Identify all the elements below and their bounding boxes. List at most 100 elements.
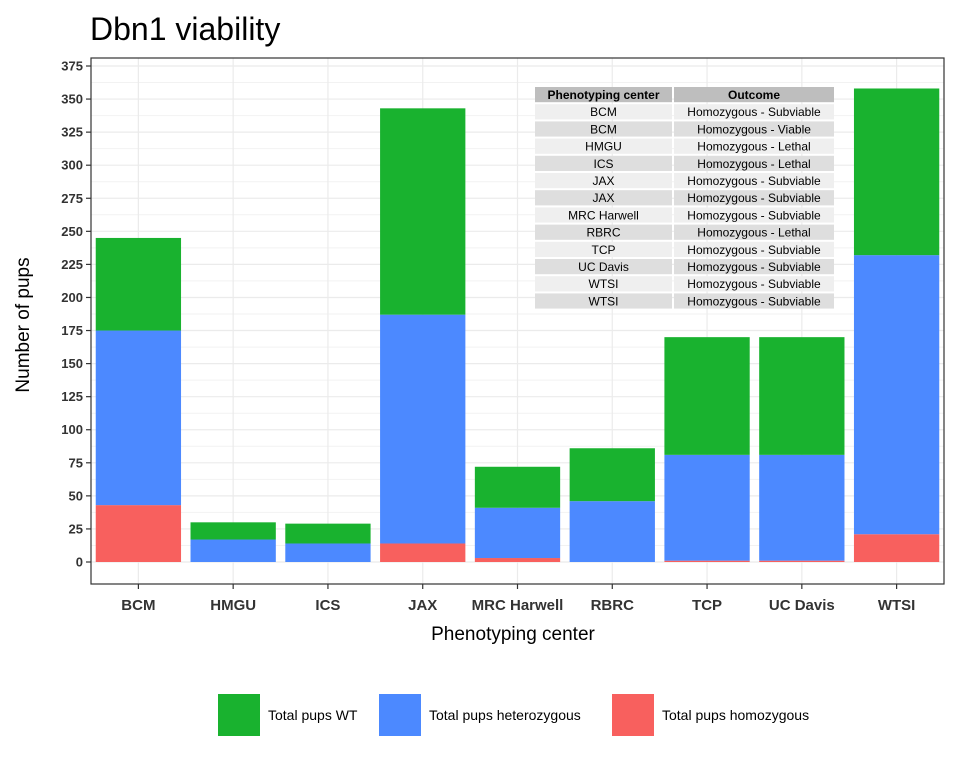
table-cell: Homozygous - Lethal bbox=[697, 157, 810, 171]
table-cell-bg bbox=[674, 224, 834, 240]
table-cell: HMGU bbox=[585, 140, 622, 154]
table-cell-bg bbox=[535, 190, 672, 206]
table-cell-bg bbox=[674, 259, 834, 275]
x-tick-label: UC Davis bbox=[769, 597, 835, 614]
bar-segment bbox=[474, 507, 561, 559]
bar-segment bbox=[474, 466, 561, 508]
table-cell-bg bbox=[535, 138, 672, 154]
bar-segment bbox=[853, 88, 940, 256]
table-cell-bg bbox=[674, 138, 834, 154]
x-axis-title: Phenotyping center bbox=[431, 624, 595, 645]
x-tick-label: MRC Harwell bbox=[472, 597, 564, 614]
bar-segment bbox=[569, 448, 655, 502]
table-cell: Homozygous - Viable bbox=[697, 122, 811, 136]
table-cell-bg bbox=[674, 207, 834, 223]
y-tick-label: 100 bbox=[61, 422, 83, 437]
table-cell-bg bbox=[674, 173, 834, 189]
bar-segment bbox=[95, 505, 182, 562]
bar-segment bbox=[190, 522, 276, 540]
outcome-table: Phenotyping center Outcome BCM Homozygous -… bbox=[535, 87, 834, 309]
table-cell: Homozygous - Subviable bbox=[687, 294, 821, 308]
x-tick-label: TCP bbox=[692, 597, 722, 614]
table-cell-bg bbox=[535, 224, 672, 240]
table-cell: Homozygous - Lethal bbox=[697, 226, 810, 240]
table-cell: JAX bbox=[592, 191, 614, 205]
table-cell-bg bbox=[674, 276, 834, 292]
table-cell: BCM bbox=[590, 105, 617, 119]
y-tick-label: 300 bbox=[61, 158, 83, 173]
table-cell: Homozygous - Subviable bbox=[687, 208, 821, 222]
bar-segment bbox=[664, 454, 750, 561]
table-cell-bg bbox=[674, 293, 834, 309]
y-tick-label: 175 bbox=[61, 323, 83, 338]
table-cell-bg bbox=[674, 190, 834, 206]
table-cell-bg bbox=[535, 207, 672, 223]
table-cell: JAX bbox=[592, 174, 614, 188]
bar-segment bbox=[95, 330, 182, 506]
table-header-label: Phenotyping center bbox=[547, 88, 659, 102]
table-cell: TCP bbox=[592, 243, 616, 257]
x-tick-label: ICS bbox=[315, 597, 340, 614]
table-cell: BCM bbox=[590, 122, 617, 136]
y-tick-label: 75 bbox=[69, 455, 83, 470]
bar-segment bbox=[285, 543, 371, 562]
bar-segment bbox=[853, 255, 940, 535]
y-axis-title: Number of pups bbox=[13, 257, 34, 392]
bar-segment bbox=[380, 108, 466, 315]
bar-segment bbox=[759, 337, 845, 455]
table-cell: UC Davis bbox=[578, 260, 629, 274]
bar-segment bbox=[664, 560, 750, 562]
legend: Total pups WT Total pups heterozygous Tota… bbox=[218, 694, 809, 736]
y-tick-label: 225 bbox=[61, 257, 83, 272]
table-cell-bg bbox=[674, 241, 834, 257]
x-tick-label: RBRC bbox=[591, 597, 634, 614]
y-tick-label: 50 bbox=[69, 488, 83, 503]
bar-segment bbox=[380, 314, 466, 544]
y-tick-label: 250 bbox=[61, 224, 83, 239]
table-cell-bg bbox=[674, 121, 834, 137]
legend-swatch bbox=[218, 694, 260, 736]
table-cell: Homozygous - Subviable bbox=[687, 277, 821, 291]
bar-segment bbox=[664, 337, 750, 455]
table-cell-bg bbox=[674, 104, 834, 120]
x-tick-label: WTSI bbox=[878, 597, 916, 614]
table-cell-bg bbox=[535, 259, 672, 275]
table-cell: Homozygous - Lethal bbox=[697, 140, 810, 154]
y-tick-label: 200 bbox=[61, 290, 83, 305]
bar-segment bbox=[569, 501, 655, 562]
x-tick-label: HMGU bbox=[210, 597, 256, 614]
y-tick-label: 375 bbox=[61, 59, 83, 74]
table-header-cell bbox=[535, 87, 672, 103]
table-cell: Homozygous - Subviable bbox=[687, 191, 821, 205]
table-cell: WTSI bbox=[589, 294, 619, 308]
table-header-cell bbox=[674, 87, 834, 103]
table-cell: MRC Harwell bbox=[568, 208, 639, 222]
x-tick-label: JAX bbox=[408, 597, 437, 614]
y-axis-ticks: 0 25 50 75 100 125 150 175 200 225 250 275 300 325 350… bbox=[61, 59, 91, 570]
bar-segment bbox=[474, 558, 561, 562]
table-cell: WTSI bbox=[589, 277, 619, 291]
table-cell: Homozygous - Subviable bbox=[687, 105, 821, 119]
legend-swatch bbox=[612, 694, 654, 736]
x-tick-label: BCM bbox=[121, 597, 155, 614]
table-cell: ICS bbox=[593, 157, 613, 171]
table-cell-bg bbox=[535, 241, 672, 257]
table-cell-bg bbox=[535, 155, 672, 171]
table-cell-bg bbox=[535, 293, 672, 309]
y-tick-label: 350 bbox=[61, 92, 83, 107]
bar-segment bbox=[759, 454, 845, 561]
table-cell: Homozygous - Subviable bbox=[687, 260, 821, 274]
y-tick-label: 275 bbox=[61, 191, 83, 206]
y-tick-label: 25 bbox=[69, 521, 83, 536]
table-header-label: Outcome bbox=[728, 88, 780, 102]
chart-title: Dbn1 viability bbox=[90, 11, 280, 47]
bar-segment bbox=[853, 534, 940, 562]
table-cell-bg bbox=[535, 104, 672, 120]
table-cell-bg bbox=[535, 173, 672, 189]
y-tick-label: 0 bbox=[76, 555, 83, 570]
legend-label: Total pups homozygous bbox=[662, 707, 809, 723]
y-tick-label: 125 bbox=[61, 389, 83, 404]
bars-group bbox=[95, 88, 940, 562]
table-cell-bg bbox=[674, 155, 834, 171]
